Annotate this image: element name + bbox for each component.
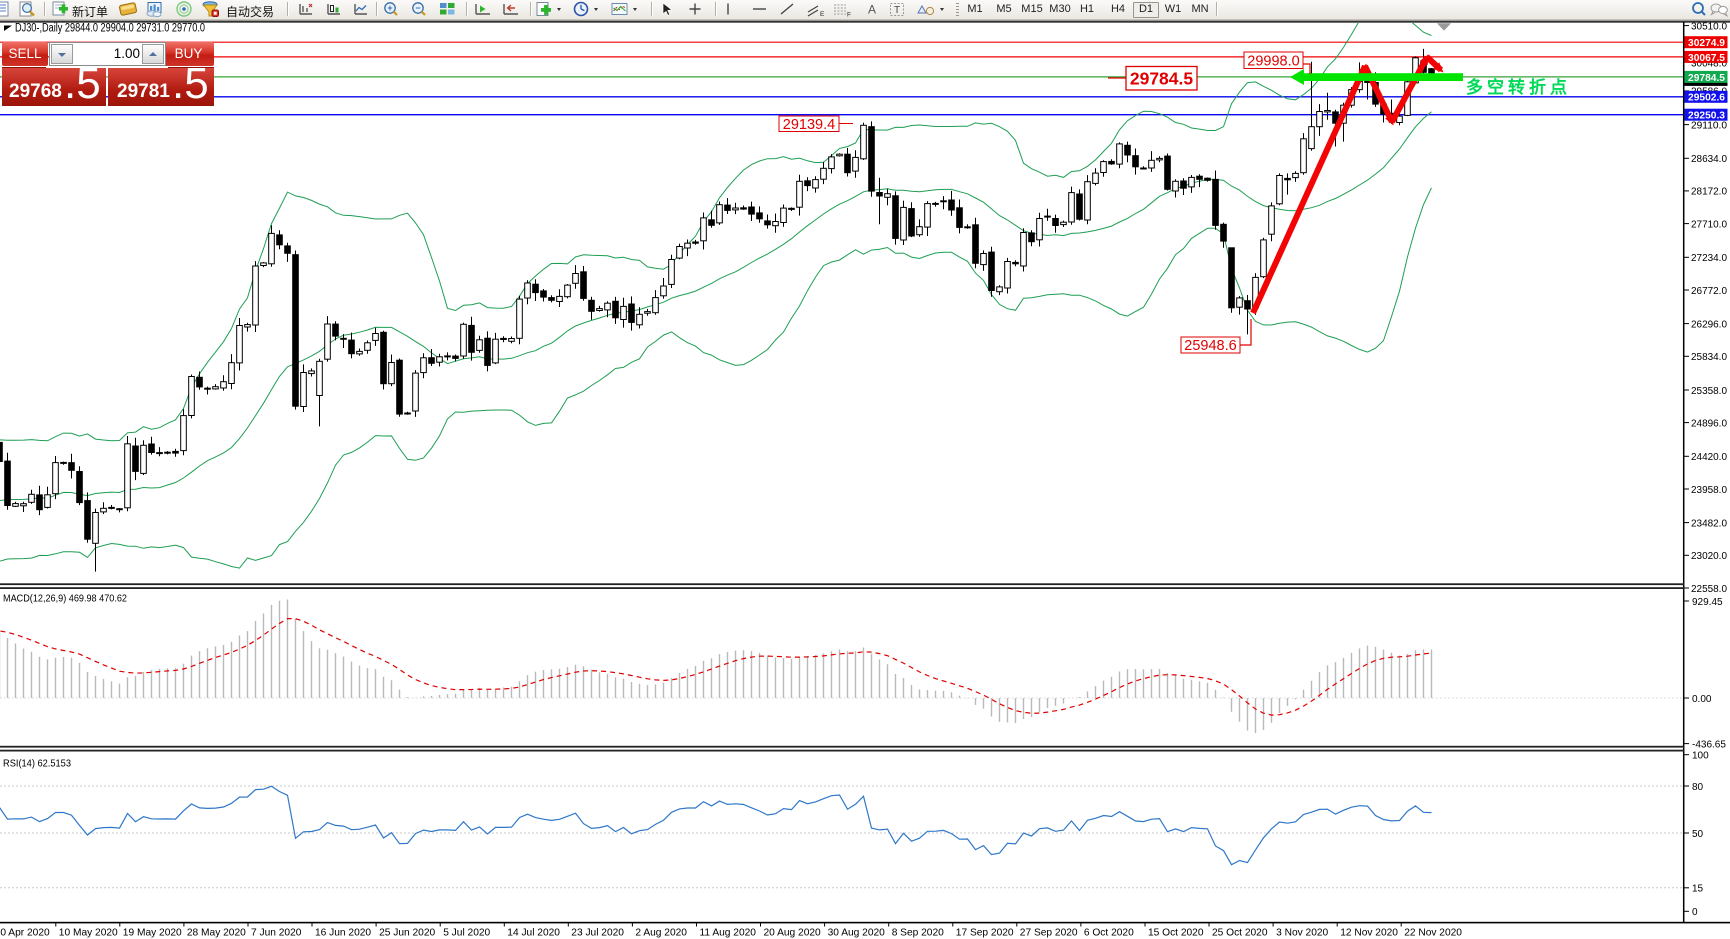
svg-text:25358.0: 25358.0 (1691, 386, 1727, 397)
svg-text:多空转折点: 多空转折点 (1466, 77, 1571, 97)
svg-text:23958.0: 23958.0 (1691, 485, 1727, 496)
svg-text:27710.0: 27710.0 (1691, 219, 1727, 230)
svg-text:15 Oct 2020: 15 Oct 2020 (1148, 928, 1204, 939)
svg-text:25 Jun 2020: 25 Jun 2020 (379, 928, 435, 939)
svg-text:22558.0: 22558.0 (1691, 584, 1727, 595)
svg-text:26296.0: 26296.0 (1691, 319, 1727, 330)
svg-text:29998.0: 29998.0 (1247, 53, 1299, 69)
svg-text:28 May 2020: 28 May 2020 (187, 928, 246, 939)
svg-text:29784.5: 29784.5 (1688, 73, 1725, 84)
svg-text:11 Aug 2020: 11 Aug 2020 (700, 928, 757, 939)
svg-text:MACD(12,26,9) 469.98 470.62: MACD(12,26,9) 469.98 470.62 (3, 593, 127, 605)
svg-text:24896.0: 24896.0 (1691, 418, 1727, 429)
svg-text:30510.0: 30510.0 (1691, 21, 1727, 32)
svg-text:22 Nov 2020: 22 Nov 2020 (1404, 928, 1462, 939)
svg-text:29502.6: 29502.6 (1688, 93, 1725, 104)
svg-text:−: − (415, 3, 420, 13)
svg-text:5 Jul 2020: 5 Jul 2020 (443, 928, 490, 939)
svg-text:DJ30-,Daily 29844.0 29904.0 2: DJ30-,Daily 29844.0 29904.0 29731.0 2977… (15, 23, 205, 35)
svg-text:28634.0: 28634.0 (1691, 154, 1727, 165)
svg-text:26772.0: 26772.0 (1691, 286, 1727, 297)
svg-text:2 Aug 2020: 2 Aug 2020 (635, 928, 687, 939)
svg-text:25 Oct 2020: 25 Oct 2020 (1212, 928, 1268, 939)
svg-text:19 May 2020: 19 May 2020 (123, 928, 182, 939)
svg-text:23020.0: 23020.0 (1691, 551, 1727, 562)
svg-text:50: 50 (1692, 829, 1704, 840)
svg-text:20 Aug 2020: 20 Aug 2020 (764, 928, 822, 939)
svg-text:30 Apr 2020: 30 Apr 2020 (0, 928, 50, 939)
svg-text:F: F (847, 12, 851, 19)
svg-text:28172.0: 28172.0 (1691, 187, 1727, 198)
svg-text:3 Nov 2020: 3 Nov 2020 (1276, 928, 1328, 939)
svg-text:-436.65: -436.65 (1692, 739, 1726, 750)
svg-text:12 Nov 2020: 12 Nov 2020 (1340, 928, 1398, 939)
svg-text:29250.3: 29250.3 (1688, 111, 1725, 122)
svg-text:15: 15 (1692, 884, 1704, 895)
svg-text:100: 100 (1692, 751, 1709, 762)
svg-text:30274.9: 30274.9 (1688, 38, 1725, 49)
svg-text:7 Jun 2020: 7 Jun 2020 (251, 928, 302, 939)
svg-text:25948.6: 25948.6 (1184, 338, 1236, 354)
svg-text:29784.5: 29784.5 (1130, 69, 1194, 89)
svg-text:24420.0: 24420.0 (1691, 452, 1727, 463)
svg-text:17 Sep 2020: 17 Sep 2020 (956, 928, 1014, 939)
svg-text:T: T (894, 5, 900, 16)
svg-text:23482.0: 23482.0 (1691, 518, 1727, 529)
svg-text:30 Aug 2020: 30 Aug 2020 (828, 928, 886, 939)
svg-text:29110.0: 29110.0 (1691, 120, 1727, 131)
svg-text:80: 80 (1692, 782, 1704, 793)
svg-text:+: + (387, 3, 392, 13)
svg-text:0.00: 0.00 (1692, 694, 1712, 705)
svg-text:RSI(14) 62.5153: RSI(14) 62.5153 (3, 758, 71, 770)
svg-text:E: E (820, 11, 825, 18)
svg-text:23 Jul 2020: 23 Jul 2020 (571, 928, 624, 939)
svg-text:0: 0 (1692, 907, 1698, 918)
svg-text:30067.5: 30067.5 (1688, 53, 1725, 64)
svg-text:A: A (868, 3, 876, 17)
svg-text:6 Oct 2020: 6 Oct 2020 (1084, 928, 1134, 939)
svg-text:14 Jul 2020: 14 Jul 2020 (507, 928, 560, 939)
svg-text:929.45: 929.45 (1692, 597, 1723, 608)
svg-text:8 Sep 2020: 8 Sep 2020 (892, 928, 944, 939)
svg-text:27 Sep 2020: 27 Sep 2020 (1020, 928, 1078, 939)
svg-text:30048.0: 30048.0 (1691, 59, 1727, 70)
svg-text:27234.0: 27234.0 (1691, 253, 1727, 264)
svg-text:25834.0: 25834.0 (1691, 352, 1727, 363)
svg-text:10 May 2020: 10 May 2020 (59, 928, 118, 939)
svg-text:16 Jun 2020: 16 Jun 2020 (315, 928, 371, 939)
svg-text:29139.4: 29139.4 (783, 117, 835, 133)
